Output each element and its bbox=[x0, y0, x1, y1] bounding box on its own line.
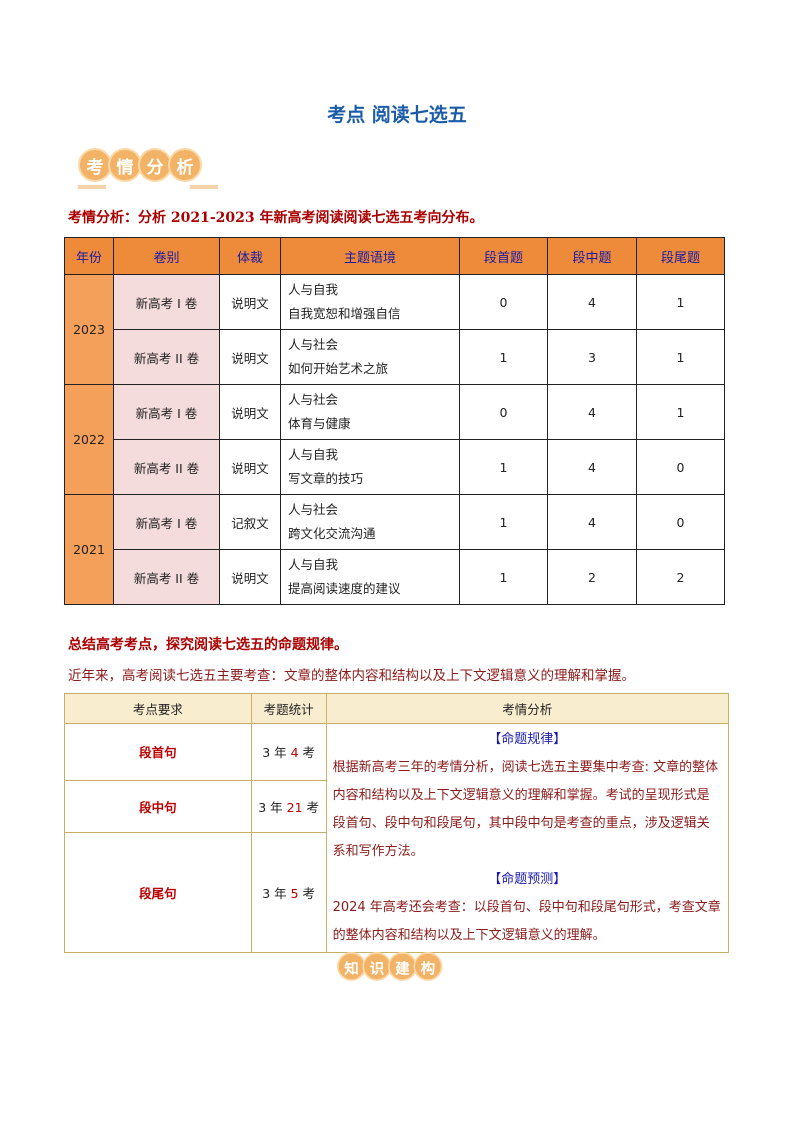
column-header: 体裁 bbox=[219, 237, 281, 275]
last-count: 1 bbox=[636, 329, 725, 385]
rule-heading: 【命题规律】 bbox=[488, 732, 567, 747]
prediction-heading: 【命题预测】 bbox=[488, 872, 567, 887]
exam-point-table: 考点要求 考题统计 考情分析 段首句 3 年 4 考 【命题规律】 根据新高考三年的考… bbox=[64, 693, 730, 954]
middle-count: 4 bbox=[547, 274, 637, 330]
paper-cell: 新高考 II 卷 bbox=[113, 549, 220, 605]
genre-cell: 说明文 bbox=[219, 274, 281, 330]
section-badge-knowledge: 知识建构 bbox=[337, 952, 457, 986]
year-cell: 2022 bbox=[64, 384, 114, 495]
badge-char: 考 bbox=[78, 148, 112, 182]
year-cell: 2023 bbox=[64, 274, 114, 385]
badge-char: 构 bbox=[413, 952, 443, 981]
intro-heading: 考情分析：分析 2021-2023 年新高考阅读阅读七选五考向分布。 bbox=[68, 210, 484, 226]
middle-count: 4 bbox=[547, 494, 637, 550]
last-count: 1 bbox=[636, 274, 725, 330]
badge-char: 析 bbox=[168, 148, 202, 182]
page-title: 考点 阅读七选五 bbox=[327, 104, 467, 126]
paper-cell: 新高考 II 卷 bbox=[113, 329, 220, 385]
column-header: 段尾题 bbox=[636, 237, 725, 275]
paper-cell: 新高考 I 卷 bbox=[113, 274, 220, 330]
last-count: 2 bbox=[636, 549, 725, 605]
prediction-text: 2024 年高考还会考查：以段首句、段中句和段尾句形式，考查文章的整体内容和结构… bbox=[332, 900, 721, 943]
theme-sub: 体育与健康 bbox=[288, 416, 351, 431]
genre-cell: 说明文 bbox=[219, 384, 281, 440]
column-header: 段首题 bbox=[459, 237, 548, 275]
genre-cell: 说明文 bbox=[219, 439, 281, 495]
middle-count: 4 bbox=[547, 439, 637, 495]
theme-sub: 写文章的技巧 bbox=[288, 471, 364, 486]
paper-cell: 新高考 II 卷 bbox=[113, 439, 220, 495]
column-header: 考题统计 bbox=[250, 693, 327, 724]
last-count: 0 bbox=[636, 494, 725, 550]
rule-text: 根据新高考三年的考情分析，阅读七选五主要集中考查: 文章的整体内容和结构以及上下… bbox=[332, 760, 719, 859]
middle-count: 4 bbox=[547, 384, 637, 440]
exam-distribution-table: 年份 卷别 体裁 主题语境 段首题 段中题 段尾题 2023 新高考 I 卷说明文 人与自我 自我… bbox=[64, 237, 725, 605]
column-header: 卷别 bbox=[113, 237, 220, 275]
theme-cell: 人与社会如何开始艺术之旅 bbox=[280, 329, 460, 385]
analysis-cell: 【命题规律】 根据新高考三年的考情分析，阅读七选五主要集中考查: 文章的整体内容… bbox=[325, 723, 730, 953]
badge-char: 情 bbox=[108, 148, 142, 182]
point-stat: 3 年 5 考 bbox=[250, 831, 327, 954]
point-stat: 3 年 4 考 bbox=[250, 723, 327, 781]
section-badge-analysis: 考情分析 bbox=[78, 148, 218, 189]
theme-main: 人与自我 bbox=[288, 447, 339, 462]
first-count: 1 bbox=[459, 549, 548, 605]
middle-count: 3 bbox=[547, 329, 637, 385]
summary-heading: 总结高考考点，探究阅读七选五的命题规律。 bbox=[68, 637, 348, 653]
table-row: 新高考 II 卷说明文 人与自我 写文章的技巧 1 4 0 bbox=[65, 439, 725, 495]
badge-char: 识 bbox=[362, 952, 392, 981]
point-name: 段中句 bbox=[64, 779, 252, 833]
table-row: 新高考 II 卷说明文 人与自我 提高阅读速度的建议 1 2 2 bbox=[65, 549, 725, 605]
first-count: 1 bbox=[459, 329, 548, 385]
theme-cell: 人与社会 体育与健康 bbox=[280, 384, 460, 440]
point-name: 段首句 bbox=[64, 723, 252, 781]
theme-cell: 人与自我提高阅读速度的建议 bbox=[280, 549, 460, 605]
genre-cell: 说明文 bbox=[219, 329, 281, 385]
last-count: 0 bbox=[636, 439, 725, 495]
column-header: 主题语境 bbox=[280, 237, 460, 275]
middle-count: 2 bbox=[547, 549, 637, 605]
table-row: 2021 新高考 I 卷记叙文 人与社会 跨文化交流沟通 1 4 0 bbox=[64, 494, 725, 605]
year-cell: 2021 bbox=[64, 494, 114, 605]
theme-cell: 人与自我写文章的技巧 bbox=[280, 439, 460, 495]
paper-cell: 新高考 I 卷 bbox=[113, 494, 220, 550]
badge-char: 建 bbox=[388, 952, 417, 981]
column-header: 考情分析 bbox=[325, 693, 730, 724]
table-row: 2023 新高考 I 卷说明文 人与自我 自我宽恕和增强自信 0 4 1 bbox=[64, 274, 725, 385]
theme-sub: 跨文化交流沟通 bbox=[288, 526, 376, 541]
theme-main: 人与自我 bbox=[288, 557, 339, 572]
theme-main: 人与自我 bbox=[288, 282, 339, 297]
column-header: 年份 bbox=[64, 237, 114, 275]
badge-char: 分 bbox=[138, 148, 172, 182]
genre-cell: 说明文 bbox=[219, 549, 281, 605]
first-count: 1 bbox=[459, 494, 548, 550]
theme-sub: 自我宽恕和增强自信 bbox=[288, 306, 401, 321]
point-stat: 3 年 21 考 bbox=[250, 779, 327, 833]
theme-cell: 人与自我自我宽恕和增强自信 bbox=[280, 274, 460, 330]
theme-main: 人与社会 bbox=[288, 502, 339, 517]
theme-sub: 提高阅读速度的建议 bbox=[288, 581, 401, 596]
theme-cell: 人与社会跨文化交流沟通 bbox=[280, 494, 460, 550]
first-count: 0 bbox=[459, 384, 548, 440]
column-header: 考点要求 bbox=[64, 693, 252, 724]
table-row: 2022 新高考 I 卷说明文 人与社会 体育与健康 0 4 1 bbox=[64, 384, 725, 495]
first-count: 0 bbox=[459, 274, 548, 330]
theme-main: 人与社会 bbox=[288, 337, 339, 352]
genre-cell: 记叙文 bbox=[219, 494, 281, 550]
badge-char: 知 bbox=[337, 952, 366, 981]
last-count: 1 bbox=[636, 384, 725, 440]
point-name: 段尾句 bbox=[64, 831, 252, 954]
theme-main: 人与社会 bbox=[288, 392, 339, 407]
first-count: 1 bbox=[459, 439, 548, 495]
column-header: 段中题 bbox=[547, 237, 637, 275]
paper-cell: 新高考 I 卷 bbox=[113, 384, 220, 440]
summary-text: 近年来，高考阅读七选五主要考查：文章的整体内容和结构以及上下文逻辑意义的理解和掌… bbox=[68, 668, 635, 684]
theme-sub: 如何开始艺术之旅 bbox=[288, 361, 389, 376]
table-row: 新高考 II 卷说明文 人与社会 如何开始艺术之旅 1 3 1 bbox=[65, 329, 725, 385]
